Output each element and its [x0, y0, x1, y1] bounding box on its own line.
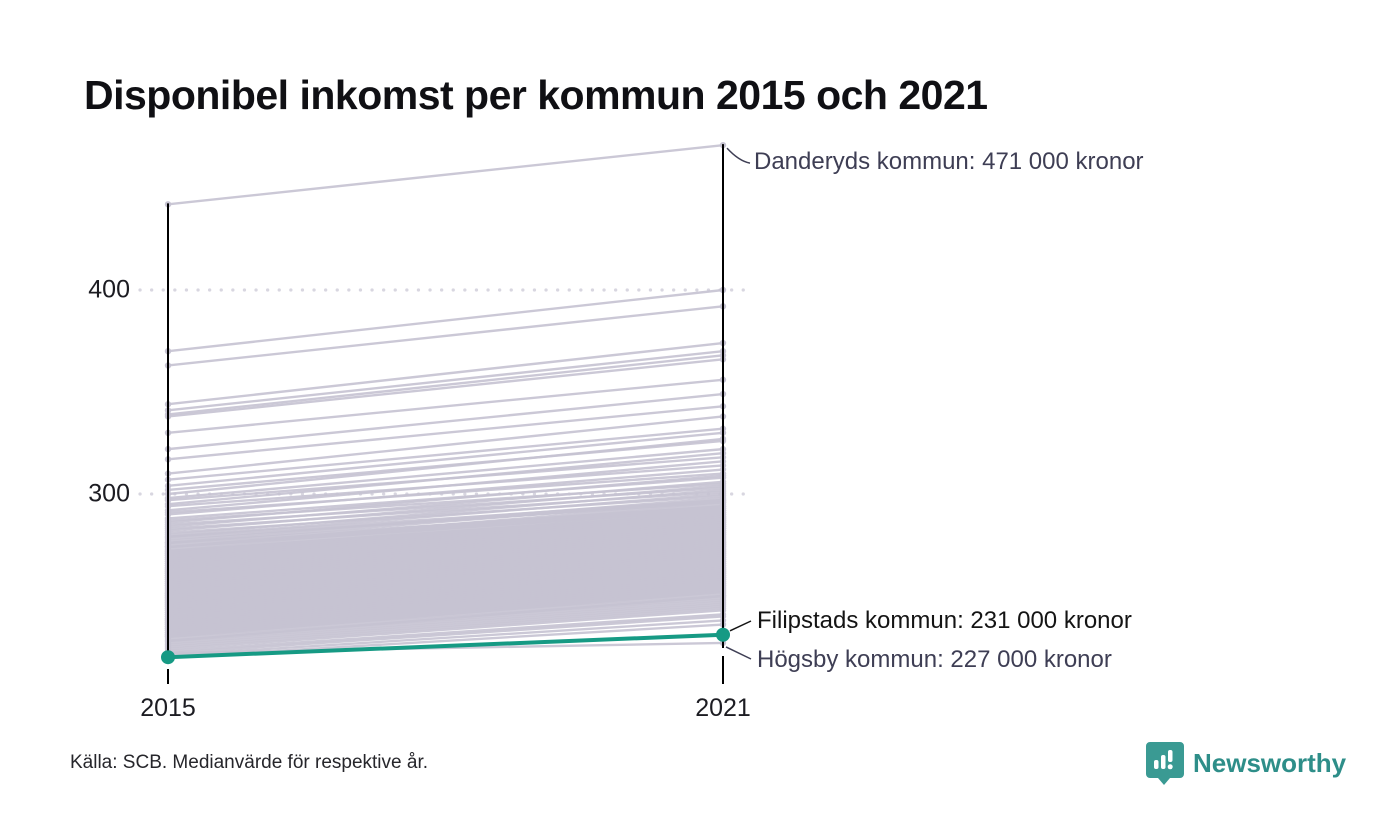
municipality-line [167, 549, 724, 598]
municipality-line [167, 607, 724, 649]
highlight-line-filipstad [167, 632, 724, 660]
municipality-line [167, 568, 724, 616]
municipality-line [167, 517, 724, 565]
municipality-line [167, 523, 724, 571]
leader-danderyd [726, 147, 751, 164]
municipality-line [167, 572, 724, 620]
chart-title: Disponibel inkomst per kommun 2015 och 2… [84, 72, 988, 118]
municipality-line [167, 578, 724, 626]
municipality-line [167, 554, 724, 602]
annotation-hogsby: Högsby kommun: 227 000 kronor [757, 646, 1112, 673]
municipality-line [167, 513, 724, 561]
municipality-line [167, 574, 724, 622]
municipality-line [167, 588, 724, 636]
municipality-line [167, 505, 724, 553]
municipality-line [167, 474, 724, 524]
municipality-line [167, 415, 724, 475]
municipality-line [167, 605, 724, 647]
municipality-line [167, 619, 724, 657]
municipality-line [167, 541, 724, 590]
municipality-line [167, 492, 724, 539]
municipality-line [167, 452, 724, 506]
municipality-line [167, 613, 724, 653]
leader-filipstad [729, 620, 752, 632]
municipality-line [167, 507, 724, 555]
municipality-line [167, 560, 724, 608]
municipality-line [167, 488, 724, 536]
municipality-line [167, 515, 724, 563]
highlight-dot-2015 [161, 650, 175, 665]
y-axis-tick-400: 400 [88, 275, 130, 304]
municipality-line [167, 562, 724, 610]
municipality-line [167, 580, 724, 628]
municipality-line [167, 498, 724, 545]
highlight-dot-2021 [716, 627, 730, 642]
source-note: Källa: SCB. Medianvärde för respektive å… [70, 752, 429, 773]
municipality-line [167, 358, 724, 418]
municipality-line [167, 545, 724, 594]
municipality-line [167, 519, 724, 567]
municipality-line [167, 431, 724, 488]
municipality-line [167, 447, 724, 500]
brand-logo: Newsworthy [1146, 741, 1346, 786]
municipality-line [167, 527, 724, 575]
municipality-line [167, 437, 724, 496]
municipality-line [167, 521, 724, 569]
municipality-line [167, 602, 724, 645]
municipality-line [167, 547, 724, 596]
municipality-line [167, 535, 724, 583]
municipality-line-annotated [167, 641, 724, 655]
municipality-line-annotated [167, 143, 724, 206]
municipality-line [167, 529, 724, 577]
municipality-line [167, 537, 724, 585]
municipality-line [167, 576, 724, 624]
municipality-line [167, 427, 724, 481]
municipality-line [167, 509, 724, 557]
municipality-line [167, 584, 724, 632]
municipality-line [167, 392, 724, 451]
x-axis-label-2021: 2021 [695, 694, 751, 722]
annotation-filipstad: Filipstads kommun: 231 000 kronor [757, 607, 1132, 634]
municipality-line [167, 615, 724, 655]
municipality-line [167, 558, 724, 606]
x-axis-label-2015: 2015 [140, 694, 196, 722]
municipality-line [167, 551, 724, 600]
brand-name: Newsworthy [1193, 748, 1347, 778]
municipality-line [167, 556, 724, 604]
municipality-line [167, 500, 724, 549]
municipality-line [167, 341, 724, 406]
municipality-line [167, 590, 724, 638]
leader-hogsby [725, 646, 752, 660]
municipality-line [167, 570, 724, 618]
municipality-line [167, 460, 724, 512]
municipality-line [167, 305, 724, 367]
municipality-line [167, 543, 724, 592]
municipality-line [167, 288, 724, 353]
municipality-line [167, 354, 724, 416]
municipality-line [167, 511, 724, 559]
municipality-line [167, 531, 724, 579]
municipality-line [167, 525, 724, 573]
bar-chart-exclamation-badge-icon [1146, 742, 1184, 785]
y-axis-tick-300: 300 [88, 479, 130, 508]
municipality-line [167, 496, 724, 543]
municipality-line [167, 350, 724, 412]
municipality-line [167, 480, 724, 528]
municipality-line [167, 539, 724, 587]
municipality-line [167, 566, 724, 614]
municipality-line [167, 564, 724, 612]
municipality-line [167, 533, 724, 581]
municipality-line [167, 586, 724, 634]
municipality-line [167, 609, 724, 651]
municipality-line [167, 484, 724, 532]
municipality-line [167, 405, 724, 461]
annotation-danderyd: Danderyds kommun: 471 000 kronor [754, 148, 1144, 175]
municipality-line [167, 503, 724, 551]
municipality-line [167, 378, 724, 434]
municipality-line [167, 582, 724, 630]
municipality-line [167, 468, 724, 516]
municipality-line [167, 600, 724, 643]
